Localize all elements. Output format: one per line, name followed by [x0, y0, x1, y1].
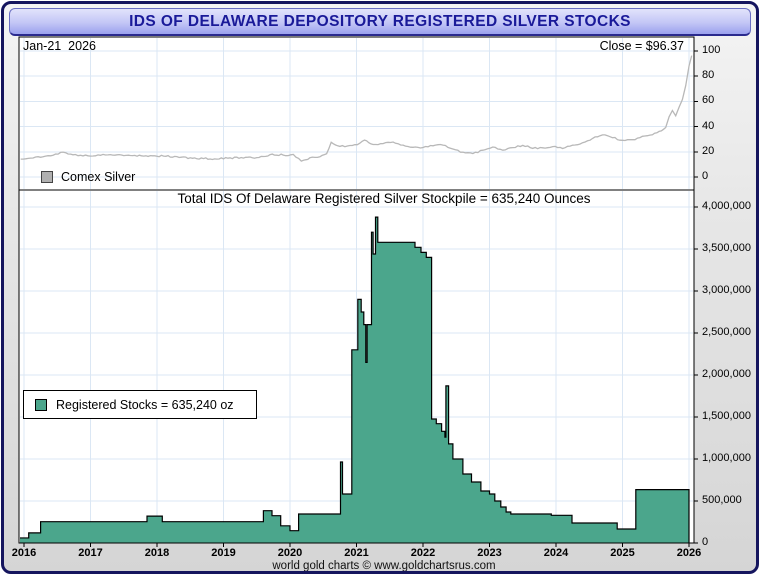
top-y-tick-label: 20 [702, 144, 715, 157]
x-axis-year-label: 2016 [11, 547, 37, 559]
x-axis-year-label: 2022 [410, 547, 436, 559]
page-title: IDS OF DELAWARE DEPOSITORY REGISTERED SI… [129, 12, 631, 30]
stocks-legend-marker-icon [35, 398, 47, 411]
silver-legend-label: Comex Silver [61, 170, 136, 184]
title-bar: IDS OF DELAWARE DEPOSITORY REGISTERED SI… [9, 8, 751, 36]
close-value-label: Close = $96.37 [599, 39, 684, 53]
top-y-tick-label: 80 [702, 69, 715, 82]
stockpile-title: Total IDS Of Delaware Registered Silver … [177, 191, 591, 206]
bottom-y-tick-label: 4,000,000 [702, 200, 751, 212]
top-y-tick-label: 60 [702, 94, 715, 107]
x-axis-year-label: 2018 [144, 547, 170, 559]
credit-line: world gold charts © www.goldchartsrus.co… [272, 560, 496, 572]
top-y-tick-label: 100 [702, 44, 721, 56]
top-y-tick-label: 40 [702, 119, 715, 132]
x-axis-year-label: 2017 [78, 547, 103, 559]
bottom-y-tick-label: 2,000,000 [702, 368, 751, 380]
stocks-legend-label: Registered Stocks = 635,240 oz [56, 397, 234, 412]
date-label: Jan-21 2026 [23, 39, 96, 53]
bottom-y-tick-label: 1,000,000 [702, 452, 751, 464]
bottom-y-tick-label: 2,500,000 [702, 326, 751, 338]
x-axis-year-label: 2020 [277, 547, 303, 559]
top-y-tick-label: 0 [702, 170, 709, 182]
x-axis-year-label: 2024 [543, 547, 569, 559]
x-axis-year-label: 2023 [477, 547, 502, 559]
bottom-y-tick-label: 1,500,000 [702, 410, 751, 422]
bottom-y-tick-label: 3,500,000 [702, 242, 751, 254]
bottom-y-tick-label: 0 [702, 536, 709, 548]
bottom-y-tick-label: 500,000 [702, 494, 742, 506]
x-axis-year-label: 2026 [676, 547, 702, 559]
x-axis-year-label: 2021 [344, 547, 369, 559]
comex-silver-legend: Comex Silver [41, 170, 135, 184]
x-axis-year-label: 2025 [610, 547, 635, 559]
x-axis-year-label: 2019 [211, 547, 236, 559]
silver-legend-marker-icon [41, 171, 53, 183]
registered-stocks-legend: Registered Stocks = 635,240 oz [23, 390, 257, 419]
chart-canvas [18, 36, 698, 547]
bottom-y-tick-label: 3,000,000 [702, 284, 751, 296]
